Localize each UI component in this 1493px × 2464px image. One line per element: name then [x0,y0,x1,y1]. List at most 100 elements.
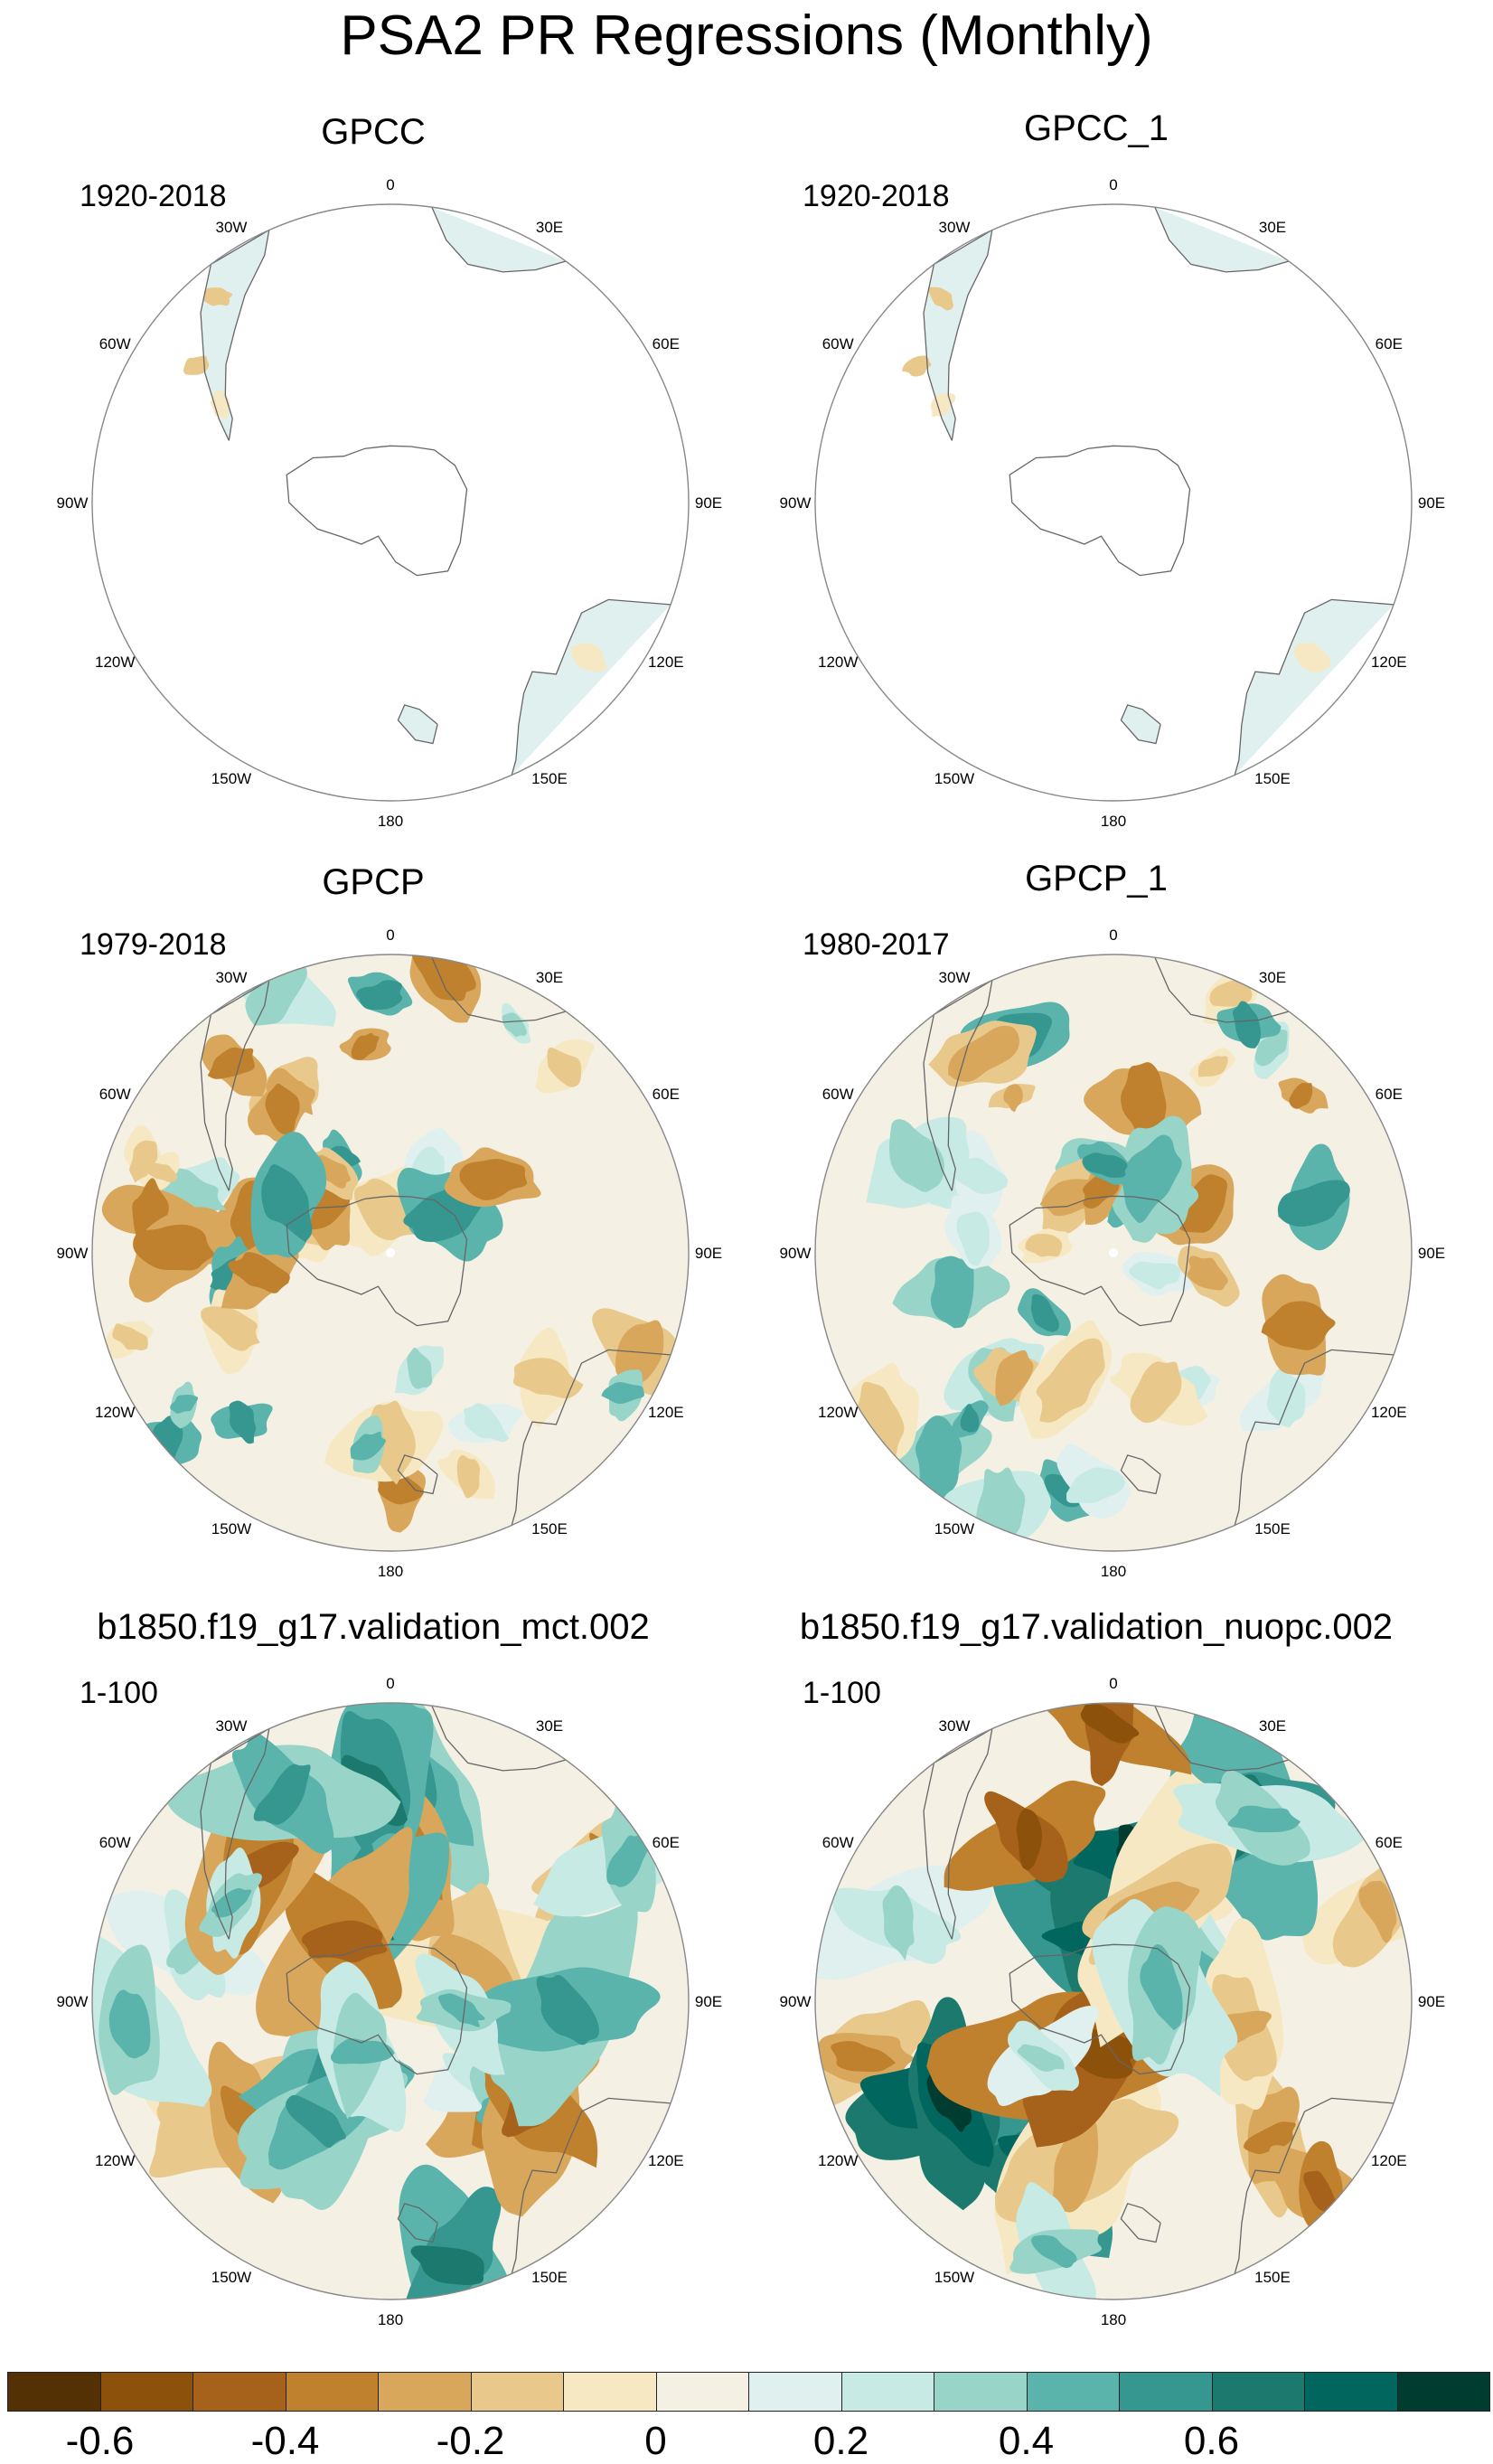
longitude-label: 30W [216,969,248,986]
new-zealand-coastline [397,2203,438,2243]
panel-period: 1980-2017 [803,927,950,962]
longitude-label: 30W [939,1717,971,1735]
africa-coastline [431,206,567,273]
anomaly-contour [1036,1338,1105,1423]
anomaly-contour [1030,1293,1059,1332]
longitude-label: 90W [780,494,812,512]
antarctica-coastline [1009,445,1191,577]
new-zealand-coastline [1120,1454,1161,1495]
land-shading [431,207,566,272]
panel-title: GPCC [321,112,426,152]
australia-coastline [1234,1349,1394,1526]
longitude-label: 30W [939,969,971,986]
colorbar-box [934,2372,1028,2412]
longitude-label: 0 [386,926,394,944]
colorbar-box [378,2372,472,2412]
map-panel-validation-nuopc: 0 30E 60E 90E 120E 150E 180 150W 120W 90W 60W 30W b… [723,1607,1470,2357]
regression-field [92,1703,689,2299]
panel-title: GPCP_1 [1025,859,1168,898]
anomaly-contour [459,1159,528,1200]
figure-title: PSA2 PR Regressions (Monthly) [340,5,1153,67]
anomaly-contour [1233,1001,1261,1049]
longitude-label: 180 [378,813,403,830]
polar-stereographic-map: 0 30E 60E 90E 120E 150E 180 150W 120W 90W 60W 30W [57,1675,723,2328]
longitude-label: 90W [780,1993,812,2010]
anomaly-contour [1130,1361,1182,1424]
antarctica-coastline [286,1943,468,2075]
south-america-coastline [923,979,993,1191]
longitude-label: 30E [1259,219,1286,236]
longitude-label: 120W [818,654,858,671]
longitude-label: 30W [216,1717,248,1735]
longitude-label: 90E [1418,1993,1445,2010]
colorbar-box [1211,2372,1305,2412]
longitude-label: 150W [211,770,251,787]
longitude-label: 150E [531,2269,568,2286]
land-shading [1235,599,1394,776]
anomaly-contour [1017,2044,1065,2072]
longitude-label: 30E [536,219,563,236]
longitude-label: 90E [1418,1245,1445,1262]
longitude-label: 150E [1254,2269,1291,2286]
antarctica-coastline [286,1195,468,1327]
anomaly-contour [1266,1366,1306,1428]
south-america-coastline [200,979,270,1191]
africa-coastline [431,1705,567,1772]
longitude-label: 0 [386,176,394,193]
longitude-label: 150W [934,2269,974,2286]
longitude-label: 150W [934,770,974,787]
longitude-label: 60E [653,1086,680,1103]
anomaly-contour [202,287,233,306]
anomaly-contour [1128,1261,1181,1290]
anomaly-contour [570,643,607,672]
anomaly-contour [464,1403,510,1443]
polar-stereographic-map: 0 30E 60E 90E 120E 150E 180 150W 120W 90W 60W 30W [780,176,1446,830]
anomaly-contour [1227,1805,1301,1833]
longitude-label: 90E [695,494,722,512]
panel-title: b1850.f19_g17.validation_mct.002 [97,1607,650,1647]
longitude-label: 0 [1109,176,1117,193]
colorbar-box [655,2372,749,2412]
south-america-coastline [200,1727,270,1940]
map-panel-validation-mct: 0 30E 60E 90E 120E 150E 180 150W 120W 90W 60W 30W b… [0,1607,746,2357]
regression-field [815,955,1412,1551]
panel-period: 1920-2018 [80,179,227,213]
longitude-label: 150E [1254,770,1291,787]
longitude-label: 60E [1376,1086,1403,1103]
anomaly-contour [995,1350,1034,1406]
australia-coastline [511,598,671,776]
anomaly-contour [502,1012,527,1038]
longitude-label: 90W [57,1245,89,1262]
longitude-label: 90E [695,1245,722,1262]
anomaly-contour [1261,1301,1336,1350]
land-shading [1121,704,1161,744]
longitude-label: 180 [1101,2311,1126,2328]
anomaly-contour [229,1400,257,1444]
antarctica-coastline [286,445,468,577]
anomaly-contour [437,1993,485,2027]
anomaly-contour [956,1211,990,1265]
anomaly-contour [1209,980,1253,1007]
longitude-label: 180 [1101,1563,1126,1580]
anomaly-contour [606,1830,650,1887]
south-america-coastline [923,1727,993,1940]
anomaly-contour [211,1887,252,1918]
new-zealand-coastline [1120,2203,1161,2243]
anomaly-contour [1293,642,1331,672]
anomaly-contour [902,355,932,377]
colorbar-box [192,2372,286,2412]
longitude-label: 150W [211,2269,251,2286]
anomaly-contour [1080,1703,1140,1744]
map-boundary [91,1702,690,2300]
longitude-label: 120E [1371,1404,1407,1421]
longitude-label: 30W [216,219,248,236]
longitude-label: 120E [1371,2152,1407,2169]
panel-title: GPCC_1 [1023,108,1169,148]
colorbar-box [99,2372,193,2412]
panel-title: b1850.f19_g17.validation_nuopc.002 [799,1607,1394,1647]
antarctica-coastline [1009,1943,1191,2075]
anomaly-contour [356,980,403,1011]
anomaly-contour [146,1162,178,1182]
longitude-label: 90W [57,1993,89,2010]
